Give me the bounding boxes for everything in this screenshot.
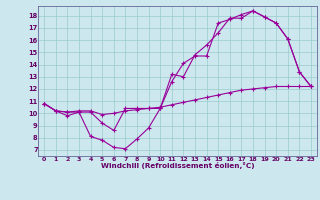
X-axis label: Windchill (Refroidissement éolien,°C): Windchill (Refroidissement éolien,°C) xyxy=(101,162,254,169)
